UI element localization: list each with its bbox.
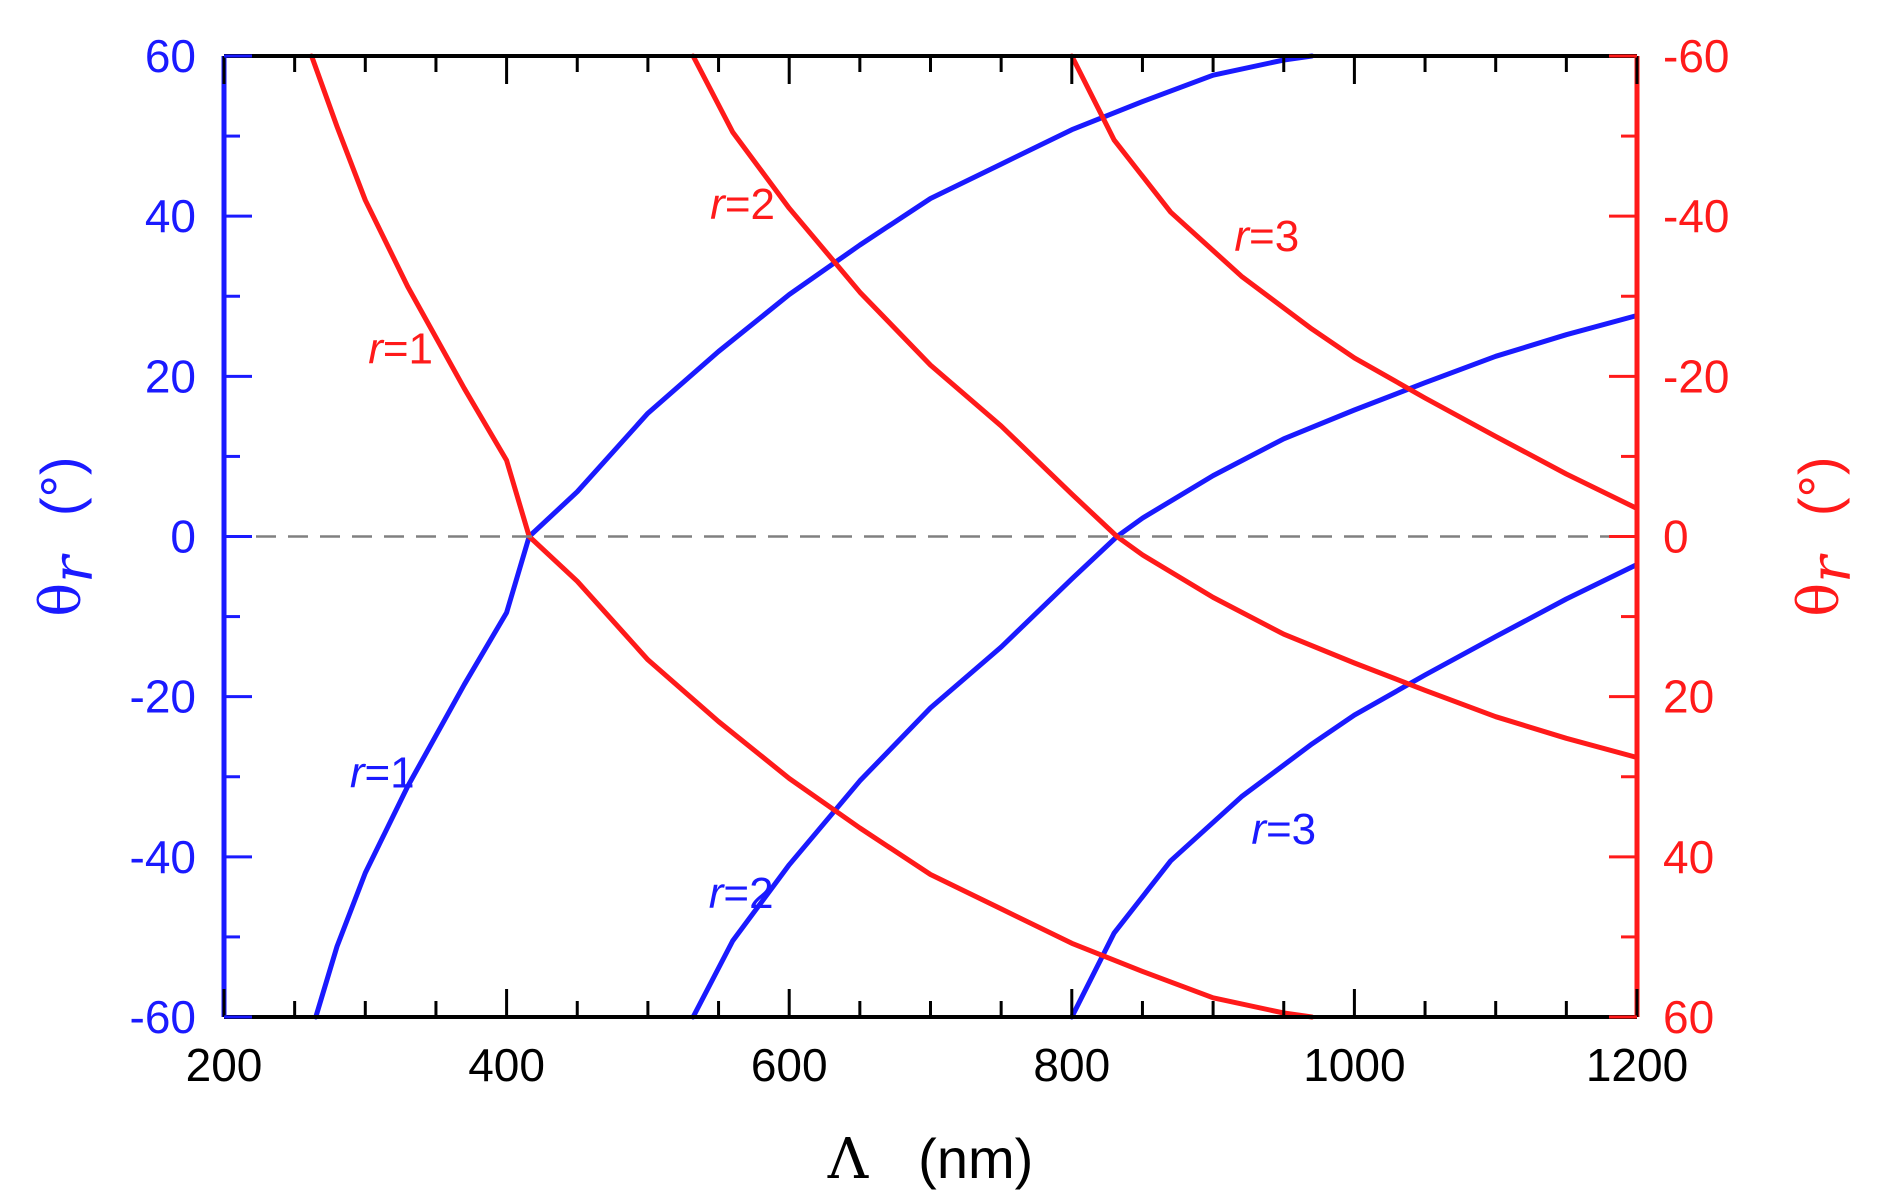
curve-label-order: =1 xyxy=(383,324,433,373)
x-tick-label: 600 xyxy=(751,1039,828,1091)
y-left-tick-label: -20 xyxy=(130,671,196,723)
y-right-tick-label: 40 xyxy=(1663,831,1714,883)
series-line-1 xyxy=(313,53,1315,1020)
y-left-tick-label: 20 xyxy=(145,350,196,402)
curve-label: r=1 xyxy=(368,324,433,373)
curve-label: r=3 xyxy=(1251,805,1316,854)
y-left-axis-title-unit: (°) xyxy=(29,456,92,516)
series-line-6 xyxy=(1069,53,1640,511)
curve-label-r: r xyxy=(1234,212,1251,261)
x-tick-label: 800 xyxy=(1033,1039,1110,1091)
y-right-axis-title-unit: (°) xyxy=(1787,456,1850,516)
curve-label-r: r xyxy=(709,869,726,918)
curve-label: r=1 xyxy=(350,749,415,798)
y-left-tick-label: 60 xyxy=(145,30,196,82)
curve-label: r=2 xyxy=(709,869,774,918)
y-right-axis-title-symbol: θ xyxy=(1787,583,1852,617)
curve-label-r: r xyxy=(1251,805,1268,854)
curve-label: r=2 xyxy=(710,180,775,229)
y-right-tick-label: 60 xyxy=(1663,991,1714,1043)
curve-label-order: =2 xyxy=(725,180,775,229)
y-left-tick-label: -40 xyxy=(130,831,196,883)
x-tick-label: 200 xyxy=(186,1039,263,1091)
curve-label-r: r xyxy=(350,749,367,798)
curve-label-r: r xyxy=(368,324,385,373)
tick-layer xyxy=(222,54,1639,1019)
x-axis-title: Λ (nm) xyxy=(827,1127,1034,1192)
y-left-tick-label: 0 xyxy=(170,511,196,563)
y-right-axis-title: θr (°) xyxy=(1787,456,1864,616)
curve-label: r=3 xyxy=(1234,212,1299,261)
y-right-tick-label: 20 xyxy=(1663,671,1714,723)
curve-label-order: =3 xyxy=(1249,212,1299,261)
x-tick-label: 1200 xyxy=(1586,1039,1688,1091)
x-tick-label: 1000 xyxy=(1303,1039,1405,1091)
y-left-axis-title-symbol: θ xyxy=(29,583,94,617)
x-tick-label: 400 xyxy=(468,1039,545,1091)
x-axis-unit: (nm) xyxy=(918,1127,1033,1190)
series-line-2 xyxy=(690,313,1640,1020)
curve-label-order: =2 xyxy=(723,869,773,918)
series-line-4 xyxy=(309,53,1315,1020)
y-right-tick-label: -40 xyxy=(1663,190,1729,242)
y-right-tick-label: 0 xyxy=(1663,511,1689,563)
label-layer: 200 400 600 800 1000 12006040200-20-40-60-60-… xyxy=(29,30,1864,1192)
y-left-axis-title: θr (°) xyxy=(29,456,106,616)
curve-label-order: =3 xyxy=(1266,805,1316,854)
y-right-tick-label: -20 xyxy=(1663,350,1729,402)
y-left-tick-label: 40 xyxy=(145,190,196,242)
y-right-tick-label: -60 xyxy=(1663,30,1729,82)
x-axis-symbol: Λ xyxy=(827,1127,869,1192)
curve-label-order: =1 xyxy=(364,749,414,798)
series-line-5 xyxy=(690,53,1640,760)
y-left-tick-label: -60 xyxy=(130,991,196,1043)
y-right-axis-title-subscript: r xyxy=(1799,553,1864,583)
series-layer xyxy=(309,53,1640,1020)
y-left-axis-title-subscript: r xyxy=(41,553,106,583)
series-line-3 xyxy=(1069,562,1640,1020)
curve-label-r: r xyxy=(710,180,727,229)
